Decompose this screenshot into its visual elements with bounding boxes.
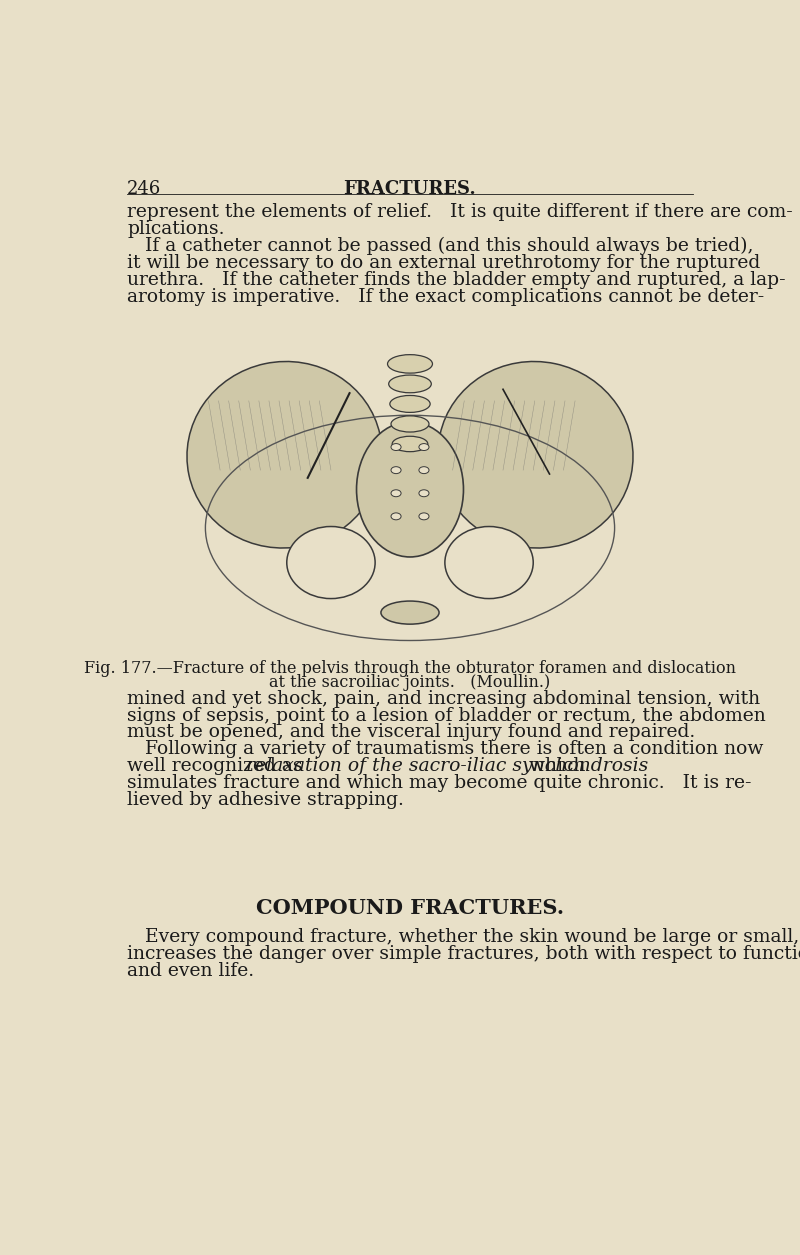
Text: relaxation of the sacro-iliac synchondrosis: relaxation of the sacro-iliac synchondro…: [246, 757, 654, 776]
Ellipse shape: [445, 527, 534, 599]
Text: lieved by adhesive strapping.: lieved by adhesive strapping.: [127, 791, 404, 809]
Text: signs of sepsis, point to a lesion of bladder or rectum, the abdomen: signs of sepsis, point to a lesion of bl…: [127, 707, 766, 724]
Text: it will be necessary to do an external urethrotomy for the ruptured: it will be necessary to do an external u…: [127, 254, 760, 272]
Text: must be opened, and the visceral injury found and repaired.: must be opened, and the visceral injury …: [127, 723, 695, 742]
Ellipse shape: [286, 527, 375, 599]
Text: Following a variety of traumatisms there is often a condition now: Following a variety of traumatisms there…: [127, 740, 763, 758]
Ellipse shape: [381, 601, 439, 624]
Ellipse shape: [419, 513, 429, 520]
Text: increases the danger over simple fractures, both with respect to function: increases the danger over simple fractur…: [127, 945, 800, 964]
Ellipse shape: [389, 375, 431, 393]
Ellipse shape: [390, 395, 430, 413]
Text: plications.: plications.: [127, 220, 225, 238]
Ellipse shape: [391, 443, 401, 451]
Ellipse shape: [419, 489, 429, 497]
Text: at the sacroiliac joints.   (Moullin.): at the sacroiliac joints. (Moullin.): [270, 674, 550, 692]
Text: which: which: [522, 757, 585, 776]
Bar: [178, 346, 642, 648]
Text: arotomy is imperative.   If the exact complications cannot be deter-: arotomy is imperative. If the exact comp…: [127, 287, 764, 306]
Ellipse shape: [391, 489, 401, 497]
Ellipse shape: [391, 513, 401, 520]
Text: If a catheter cannot be passed (and this should always be tried),: If a catheter cannot be passed (and this…: [127, 237, 754, 255]
Text: and even life.: and even life.: [127, 963, 254, 980]
Text: FRACTURES.: FRACTURES.: [344, 179, 476, 198]
Ellipse shape: [419, 443, 429, 451]
Text: simulates fracture and which may become quite chronic.   It is re-: simulates fracture and which may become …: [127, 774, 752, 792]
Ellipse shape: [357, 422, 463, 557]
Ellipse shape: [387, 355, 433, 373]
Ellipse shape: [392, 437, 428, 452]
Ellipse shape: [419, 467, 429, 473]
Ellipse shape: [438, 361, 633, 548]
Text: Every compound fracture, whether the skin wound be large or small,: Every compound fracture, whether the ski…: [127, 929, 799, 946]
Ellipse shape: [391, 415, 429, 432]
Text: well recognized as: well recognized as: [127, 757, 309, 776]
Text: represent the elements of relief.   It is quite different if there are com-: represent the elements of relief. It is …: [127, 203, 793, 221]
Text: 246: 246: [127, 179, 162, 198]
Ellipse shape: [391, 467, 401, 473]
Text: Fig. 177.—Fracture of the pelvis through the obturator foramen and dislocation: Fig. 177.—Fracture of the pelvis through…: [84, 660, 736, 678]
Ellipse shape: [187, 361, 382, 548]
Text: urethra.   If the catheter finds the bladder empty and ruptured, a lap-: urethra. If the catheter finds the bladd…: [127, 271, 786, 289]
Text: mined and yet shock, pain, and increasing abdominal tension, with: mined and yet shock, pain, and increasin…: [127, 689, 760, 708]
Text: COMPOUND FRACTURES.: COMPOUND FRACTURES.: [256, 897, 564, 917]
